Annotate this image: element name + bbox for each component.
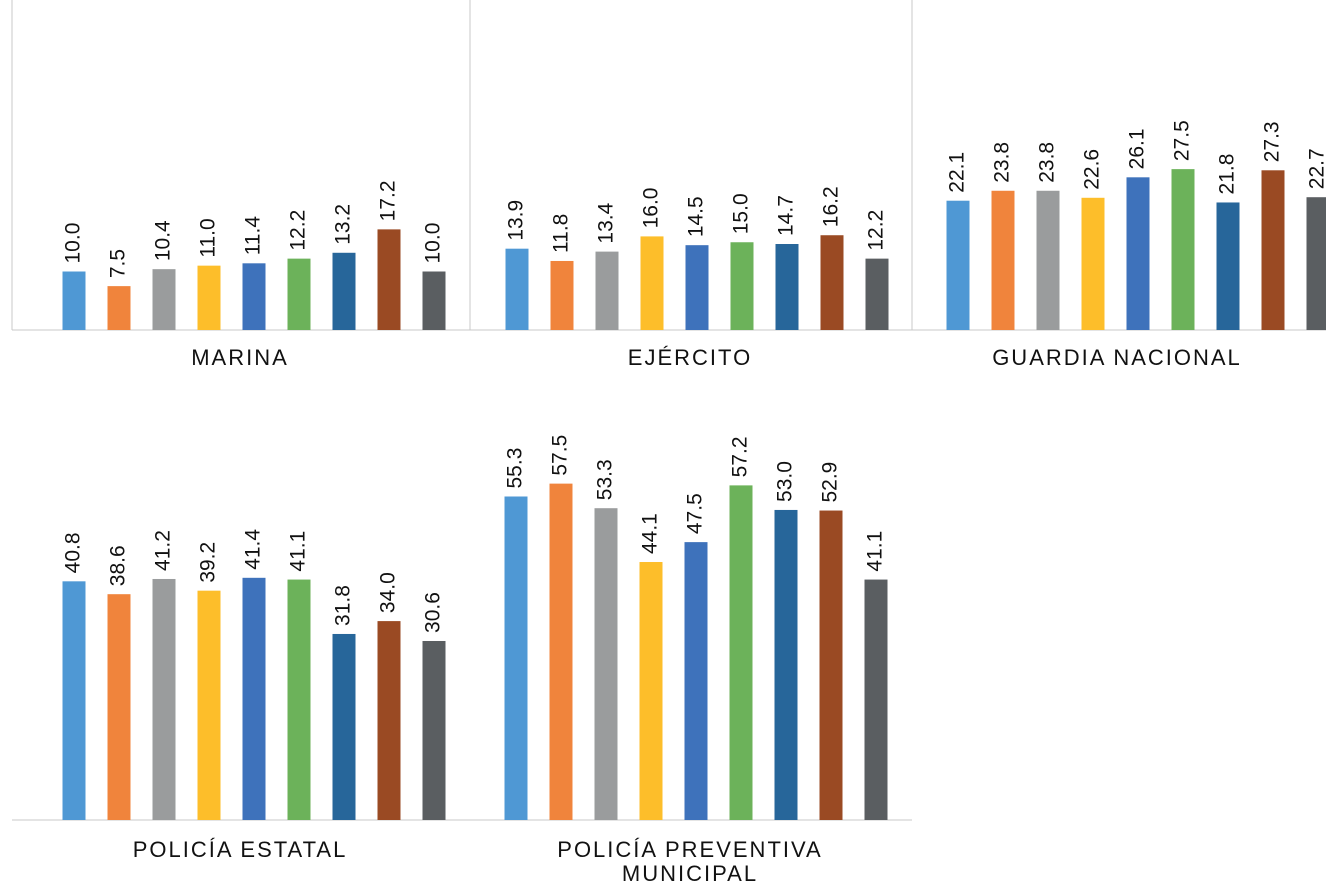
bar xyxy=(639,562,663,820)
bar xyxy=(684,542,708,820)
bar xyxy=(991,190,1015,330)
panel-title: POLICÍA PREVENTIVA MUNICIPAL xyxy=(557,837,823,886)
panel-title: MARINA xyxy=(191,345,289,370)
value-label: 22.7 xyxy=(1306,148,1326,189)
bar xyxy=(1306,197,1326,330)
bar xyxy=(504,496,528,820)
value-label: 55.3 xyxy=(504,448,527,489)
value-label: 31.8 xyxy=(332,585,355,626)
value-label: 10.0 xyxy=(422,223,445,264)
value-label: 41.2 xyxy=(152,530,175,571)
bar xyxy=(107,286,131,330)
value-label: 10.4 xyxy=(152,220,175,261)
value-label: 13.9 xyxy=(505,200,528,241)
bar xyxy=(1036,190,1060,330)
value-label: 11.4 xyxy=(242,216,265,256)
bar xyxy=(595,251,619,330)
bar xyxy=(820,235,844,330)
bar xyxy=(197,590,221,820)
bar xyxy=(729,485,753,820)
value-label: 30.6 xyxy=(422,592,445,633)
bar xyxy=(287,579,311,820)
bar xyxy=(62,271,86,330)
bar xyxy=(730,242,754,330)
bar xyxy=(62,581,86,820)
bar xyxy=(242,577,266,820)
value-label: 14.5 xyxy=(685,196,708,237)
value-label: 13.2 xyxy=(332,204,355,245)
value-label: 13.4 xyxy=(595,202,618,243)
bar xyxy=(1081,197,1105,330)
bar xyxy=(594,508,618,820)
bar xyxy=(549,483,573,820)
value-label: 40.8 xyxy=(62,532,85,573)
bar xyxy=(422,271,446,330)
bar xyxy=(819,510,843,820)
value-label: 17.2 xyxy=(377,181,400,222)
bar xyxy=(550,260,574,330)
bar xyxy=(864,579,888,820)
value-label: 47.5 xyxy=(684,493,707,534)
value-label: 57.5 xyxy=(549,435,572,476)
bar xyxy=(1216,202,1240,330)
bar xyxy=(1171,169,1195,330)
value-label: 12.2 xyxy=(865,210,888,251)
value-label: 22.6 xyxy=(1081,149,1104,190)
value-label: 52.9 xyxy=(819,462,842,503)
bar xyxy=(197,265,221,330)
panel-title: POLICÍA ESTATAL xyxy=(132,837,348,862)
bar xyxy=(242,263,266,330)
panel-title: EJÉRCITO xyxy=(627,345,753,370)
bar xyxy=(685,245,709,330)
value-label: 41.1 xyxy=(864,531,887,572)
bar xyxy=(640,236,664,330)
value-label: 39.2 xyxy=(197,542,220,583)
value-label: 38.6 xyxy=(107,545,130,586)
value-label: 10.0 xyxy=(62,223,85,264)
bar xyxy=(152,578,176,820)
bar xyxy=(1126,177,1150,330)
bar xyxy=(422,640,446,820)
value-label: 22.1 xyxy=(946,152,969,193)
value-label: 26.1 xyxy=(1126,128,1149,169)
value-label: 16.2 xyxy=(820,186,843,227)
value-label: 15.0 xyxy=(730,193,753,234)
bar xyxy=(865,258,889,330)
value-label: 53.0 xyxy=(774,461,797,502)
value-label: 34.0 xyxy=(377,572,400,613)
bar xyxy=(946,200,970,330)
bar xyxy=(377,621,401,820)
bar xyxy=(775,244,799,330)
value-label: 12.2 xyxy=(287,210,310,251)
value-label: 11.8 xyxy=(550,214,573,253)
bar xyxy=(332,633,356,820)
bar xyxy=(152,269,176,330)
value-label: 23.8 xyxy=(1036,142,1059,183)
value-label: 27.5 xyxy=(1171,120,1194,161)
value-label: 23.8 xyxy=(991,142,1014,183)
value-label: 11.0 xyxy=(197,218,220,257)
value-label: 16.0 xyxy=(640,188,663,229)
value-label: 41.4 xyxy=(242,529,265,570)
bar xyxy=(774,509,798,820)
panel-title: GUARDIA NACIONAL xyxy=(992,345,1242,370)
value-label: 21.8 xyxy=(1216,154,1239,195)
bar xyxy=(377,229,401,330)
value-label: 53.3 xyxy=(594,459,617,500)
value-label: 41.1 xyxy=(287,531,310,572)
bar xyxy=(287,258,311,330)
bar xyxy=(332,252,356,330)
bar xyxy=(505,248,529,330)
value-label: 14.7 xyxy=(775,195,798,236)
value-label: 44.1 xyxy=(639,513,662,554)
bar xyxy=(1261,170,1285,330)
value-label: 7.5 xyxy=(107,249,130,278)
value-label: 27.3 xyxy=(1261,121,1284,162)
value-label: 57.2 xyxy=(729,437,752,478)
bar xyxy=(107,594,131,820)
